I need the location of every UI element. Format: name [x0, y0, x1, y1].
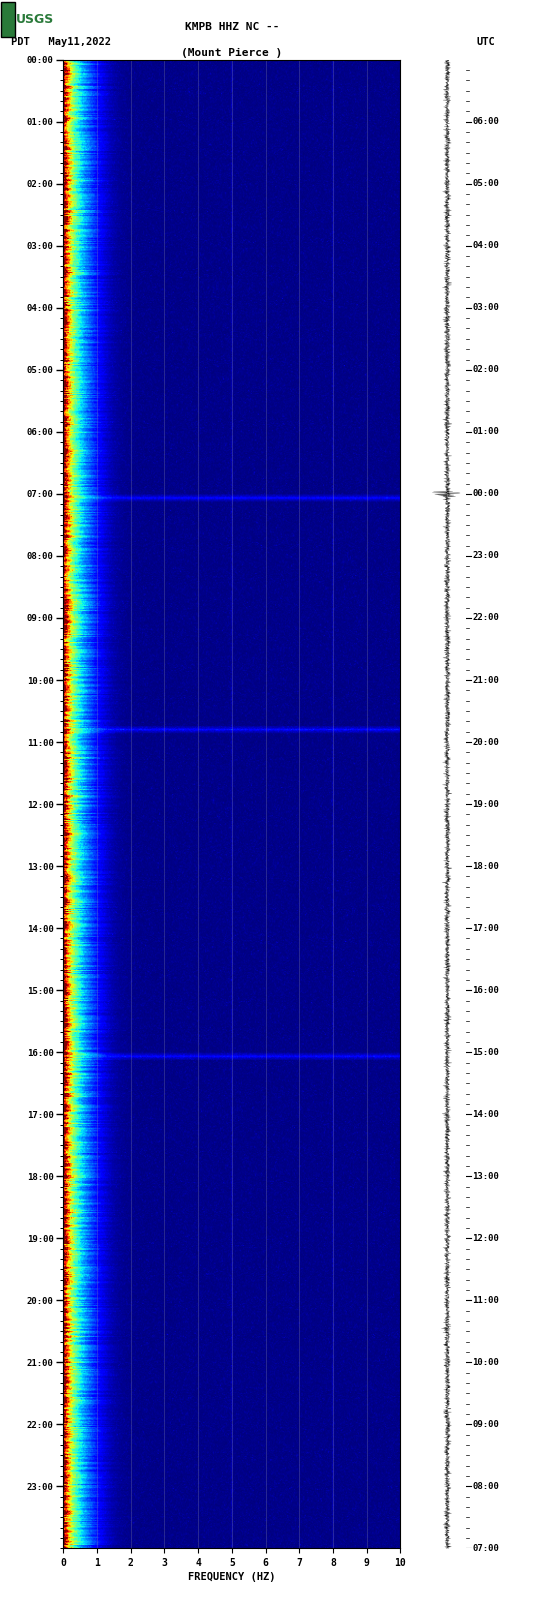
Text: 06:00: 06:00: [472, 118, 499, 126]
Text: 02:00: 02:00: [472, 366, 499, 374]
Text: 19:00: 19:00: [472, 800, 499, 808]
Text: 11:00: 11:00: [472, 1295, 499, 1305]
Text: UTC: UTC: [476, 37, 495, 47]
Text: USGS: USGS: [17, 13, 55, 26]
FancyBboxPatch shape: [1, 2, 15, 37]
Text: 20:00: 20:00: [472, 737, 499, 747]
Text: KMPB HHZ NC --: KMPB HHZ NC --: [184, 23, 279, 32]
Text: 05:00: 05:00: [472, 179, 499, 189]
Text: 15:00: 15:00: [472, 1048, 499, 1057]
Text: PDT   May11,2022: PDT May11,2022: [11, 37, 111, 47]
Text: 17:00: 17:00: [472, 924, 499, 932]
Text: 10:00: 10:00: [472, 1358, 499, 1366]
Text: 12:00: 12:00: [472, 1234, 499, 1242]
Text: 00:00: 00:00: [472, 489, 499, 498]
Text: 21:00: 21:00: [472, 676, 499, 684]
Text: 07:00: 07:00: [472, 1544, 499, 1553]
Text: 09:00: 09:00: [472, 1419, 499, 1429]
Text: 22:00: 22:00: [472, 613, 499, 623]
Text: 13:00: 13:00: [472, 1171, 499, 1181]
Text: (Mount Pierce ): (Mount Pierce ): [181, 48, 283, 58]
Text: 14:00: 14:00: [472, 1110, 499, 1119]
Text: 03:00: 03:00: [472, 303, 499, 313]
Text: 16:00: 16:00: [472, 986, 499, 995]
Text: 23:00: 23:00: [472, 552, 499, 560]
X-axis label: FREQUENCY (HZ): FREQUENCY (HZ): [188, 1573, 275, 1582]
Text: 18:00: 18:00: [472, 861, 499, 871]
Text: 04:00: 04:00: [472, 242, 499, 250]
Text: 01:00: 01:00: [472, 427, 499, 437]
Text: 08:00: 08:00: [472, 1482, 499, 1490]
